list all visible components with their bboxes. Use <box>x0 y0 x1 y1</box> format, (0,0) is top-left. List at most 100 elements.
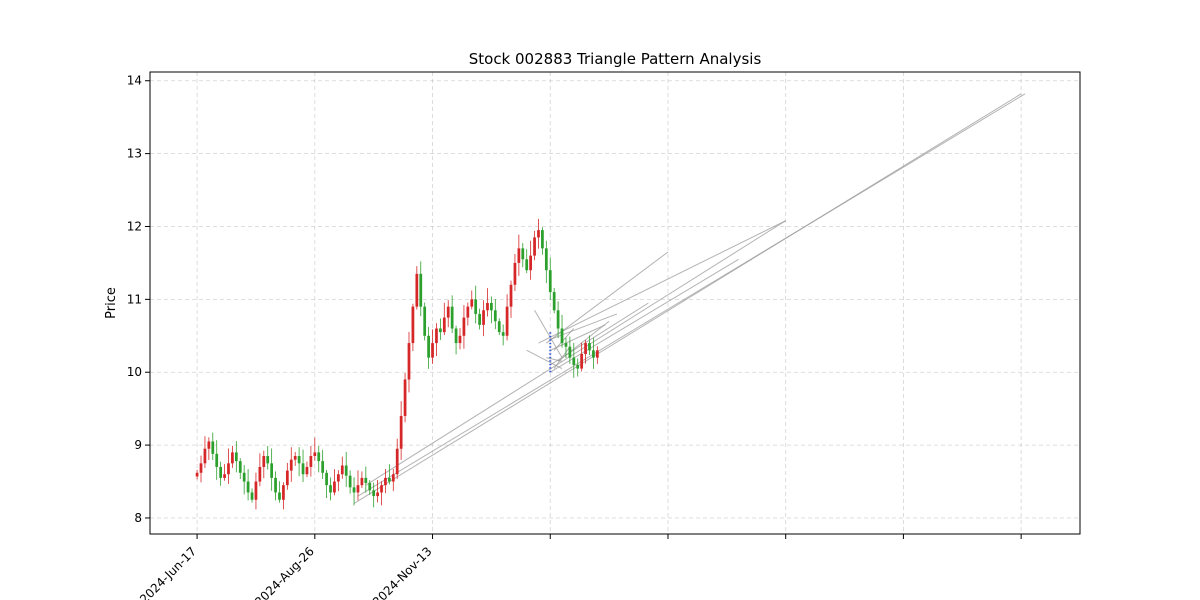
candles <box>195 218 599 510</box>
candle-body <box>399 415 403 449</box>
candle-body <box>364 477 368 483</box>
candle-body <box>584 343 587 355</box>
candle-body <box>227 463 230 475</box>
candle-body <box>568 346 572 358</box>
candle-body <box>431 343 434 358</box>
candle-body <box>478 313 481 325</box>
candle-body <box>336 474 340 482</box>
candle-body <box>254 481 258 500</box>
candle-body <box>556 310 560 329</box>
x-tick-label: 2024-Aug-26 <box>252 544 317 600</box>
y-tick-label: 10 <box>127 365 142 379</box>
candle-body <box>380 485 383 493</box>
candle-body <box>458 335 462 344</box>
candle-body <box>533 237 536 256</box>
candle-body <box>282 485 285 500</box>
candle-body <box>246 481 250 493</box>
candle-body <box>250 492 254 500</box>
trend-line <box>534 310 563 358</box>
candle-body <box>560 328 564 344</box>
candle-body <box>572 357 576 365</box>
candle-body <box>419 273 423 307</box>
candle-body <box>395 448 399 475</box>
candle-body <box>344 465 348 476</box>
candle-body <box>454 328 458 344</box>
candle-body <box>313 452 317 457</box>
candle-body <box>497 321 501 333</box>
candle-body <box>525 259 529 271</box>
candle-body <box>333 481 336 493</box>
candle-body <box>297 456 301 464</box>
candle-body <box>446 306 450 318</box>
x-tick-label: 2024-Jun-17 <box>137 544 199 600</box>
trend-line <box>546 357 563 362</box>
candle-body <box>462 317 466 336</box>
candle-body <box>407 343 411 380</box>
candle-body <box>442 317 446 333</box>
candle-body <box>278 492 281 500</box>
candle-body <box>234 452 238 462</box>
candle-body <box>258 466 262 482</box>
trend-line <box>557 320 610 362</box>
candle-body <box>231 452 234 464</box>
trend-line <box>549 258 739 373</box>
candle-body <box>317 452 321 462</box>
candle-body <box>423 306 427 336</box>
candle-body <box>482 310 485 325</box>
candle-body <box>211 441 215 454</box>
trend-line <box>553 328 575 351</box>
y-axis-label: Price <box>104 287 119 319</box>
trend-line <box>550 313 618 340</box>
candle-body <box>219 466 223 478</box>
candle-body <box>505 306 509 336</box>
candle-body <box>207 441 211 449</box>
candle-body <box>513 262 517 285</box>
candle-body <box>242 472 246 482</box>
y-tick-label: 12 <box>127 219 142 233</box>
candle-body <box>289 459 293 471</box>
candle-body <box>439 328 442 333</box>
candle-body <box>450 306 454 329</box>
candle-body <box>329 485 332 493</box>
pattern-lines <box>353 93 1026 504</box>
trend-line <box>550 324 606 351</box>
candle-body <box>552 292 556 311</box>
candle-body <box>564 343 568 347</box>
trend-line <box>546 251 669 344</box>
y-tick-label: 11 <box>127 292 142 306</box>
candle-body <box>325 472 328 486</box>
y-tick-label: 9 <box>134 438 142 452</box>
candle-body <box>285 470 289 486</box>
candle-body <box>541 230 544 249</box>
candle-body <box>270 463 274 478</box>
chart-title: Stock 002883 Triangle Pattern Analysis <box>469 50 762 68</box>
candle-body <box>274 477 277 493</box>
candle-body <box>576 364 580 369</box>
candle-body <box>427 335 430 358</box>
candle-body <box>544 248 548 271</box>
candle-body <box>384 477 387 486</box>
candle-body <box>356 485 360 493</box>
candle-body <box>352 487 356 493</box>
candle-body <box>521 248 525 260</box>
trend-line <box>365 220 786 486</box>
candle-body <box>435 328 438 344</box>
candle-body <box>360 477 364 486</box>
candle-body <box>493 310 497 322</box>
candle-body <box>376 492 379 497</box>
trend-line <box>553 346 571 369</box>
candle-body <box>466 306 470 318</box>
candle-body <box>262 456 266 467</box>
candle-body <box>348 475 352 488</box>
candle-body <box>580 354 584 369</box>
candle-body <box>309 456 313 467</box>
candle-body <box>490 303 493 311</box>
candle-body <box>391 474 395 482</box>
candle-body <box>340 465 344 475</box>
y-tick-label: 8 <box>134 511 142 525</box>
candle-body <box>368 482 372 491</box>
candle-body <box>517 248 521 263</box>
candle-body <box>266 456 270 464</box>
candle-body <box>486 303 489 311</box>
